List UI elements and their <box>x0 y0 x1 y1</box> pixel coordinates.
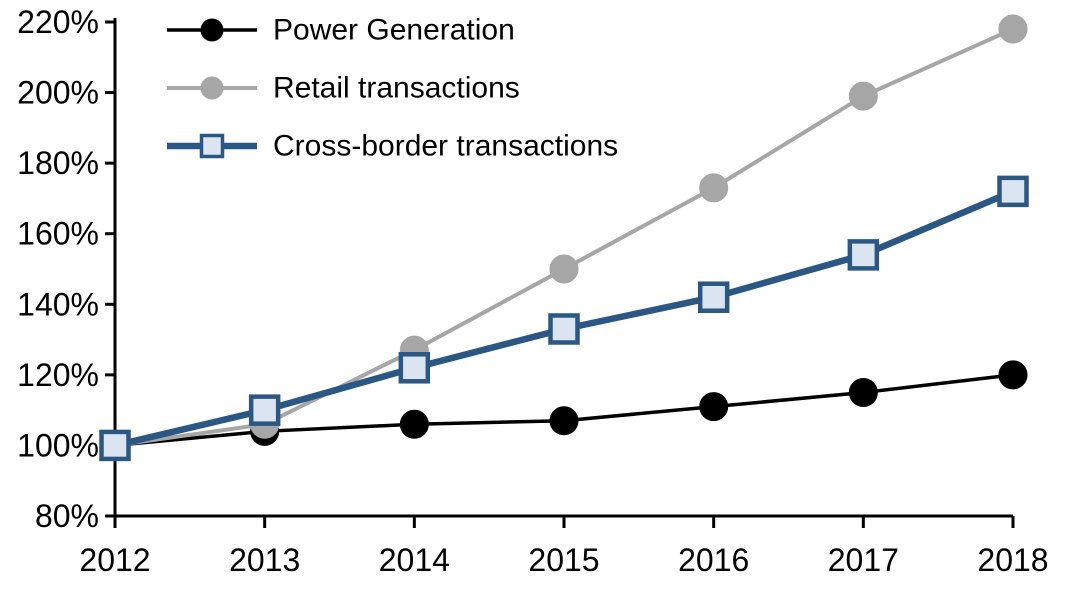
series-cross-border-transactions-marker-2012 <box>99 429 131 462</box>
series-power-generation-marker-2017 <box>848 378 878 407</box>
legend-power-generation-marker <box>200 18 224 42</box>
series-retail-transactions-marker-2016 <box>699 173 729 203</box>
series-retail-transactions-marker-2017 <box>848 81 878 111</box>
x-tick-label: 2012 <box>79 542 150 578</box>
series-retail-transactions-marker-2018 <box>998 14 1028 44</box>
y-tick-label: 160% <box>17 216 99 252</box>
series-power-generation-marker-2015 <box>549 406 579 436</box>
x-tick-label: 2015 <box>528 542 599 578</box>
series-cross-border-transactions-marker-2014 <box>398 352 431 384</box>
series-cross-border-transactions-marker-2016 <box>697 281 730 313</box>
legend-cross-border-transactions-label: Cross-border transactions <box>273 130 618 163</box>
series-cross-border-transactions-marker-2015 <box>548 313 580 345</box>
x-tick-label: 2018 <box>977 542 1048 578</box>
x-tick-label: 2014 <box>379 542 450 578</box>
series-cross-border-transactions-marker-2017 <box>847 239 880 271</box>
x-tick-label: 2013 <box>229 542 300 578</box>
x-tick-label: 2016 <box>678 542 749 578</box>
y-tick-label: 100% <box>17 427 99 463</box>
y-tick-label: 200% <box>17 75 99 111</box>
series-power-generation-marker-2014 <box>399 409 429 439</box>
x-tick-label: 2017 <box>828 542 899 578</box>
y-tick-label: 80% <box>35 498 99 534</box>
y-tick-label: 120% <box>17 357 99 393</box>
legend-cross-border-transactions-marker <box>199 133 225 159</box>
legend-power-generation-label: Power Generation <box>273 14 515 47</box>
series-retail-transactions-line <box>114 27 1014 448</box>
series-cross-border-transactions-marker-2013 <box>248 394 281 426</box>
legend-retail-transactions-label: Retail transactions <box>273 72 520 105</box>
legend-retail-transactions-marker <box>200 76 224 100</box>
y-tick-label: 140% <box>17 286 99 322</box>
series-cross-border-transactions-marker-2018 <box>997 175 1029 208</box>
series-power-generation-marker-2018 <box>998 360 1028 390</box>
series-power-generation-marker-2016 <box>699 392 729 422</box>
series-retail-transactions-marker-2015 <box>549 254 579 284</box>
y-tick-label: 220% <box>17 4 99 40</box>
y-tick-label: 180% <box>17 145 99 181</box>
